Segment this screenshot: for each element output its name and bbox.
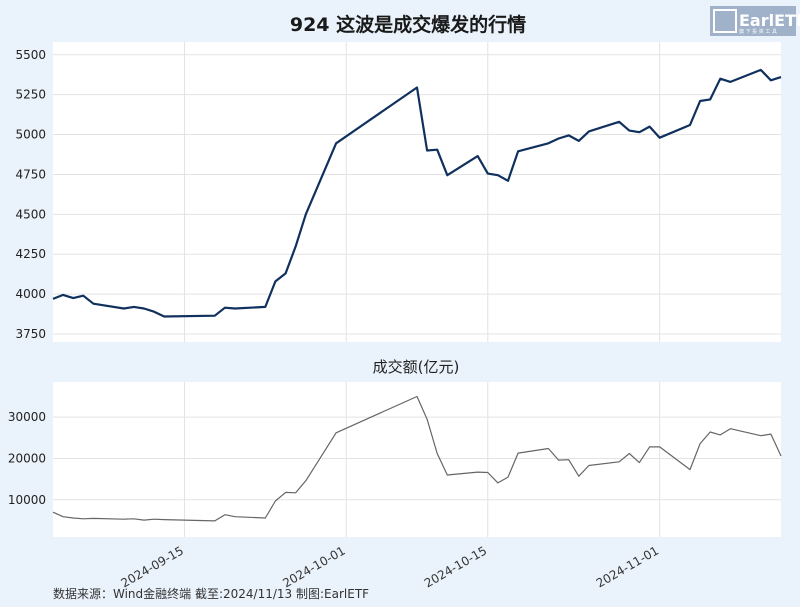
data-source-footer: 数据来源：Wind金融终端 截至:2024/11/13 制图:EarlETF (53, 586, 369, 601)
volume-plot-area (53, 382, 781, 537)
price-series-line (52, 68, 782, 318)
logo-mark-icon (713, 9, 737, 33)
volume-subtitle: 成交额(亿元) (373, 358, 460, 376)
x-tick-label: 2024-09-15 (119, 543, 186, 590)
volume-y-tick-label: 30000 (8, 410, 46, 424)
price-panel: 3750 4000 4250 4500 4750 5000 5250 5500 (15, 42, 782, 342)
price-y-tick-label: 3750 (15, 327, 46, 341)
price-y-tick-label: 4000 (15, 287, 46, 301)
price-y-tick-label: 4500 (15, 207, 46, 221)
price-y-tick-label: 5000 (15, 128, 46, 142)
logo-text: EarlETF (739, 11, 800, 30)
volume-y-tick-label: 20000 (8, 451, 46, 465)
price-y-tick-label: 4750 (15, 167, 46, 181)
chart-title: 924 这波是成交爆发的行情 (290, 13, 526, 36)
price-y-tick-label: 4250 (15, 247, 46, 261)
x-tick-label: 2024-11-01 (594, 543, 661, 590)
volume-y-tick-label: 10000 (8, 493, 46, 507)
logo-subtext: 旗 下 投 资 工 具 (739, 28, 777, 35)
x-tick-label: 2024-10-15 (422, 543, 489, 590)
earletf-logo: EarlETF 旗 下 投 资 工 具 (710, 6, 800, 36)
x-tick-label: 2024-10-01 (280, 543, 347, 590)
price-y-tick-label: 5500 (15, 48, 46, 62)
price-y-tick-label: 5250 (15, 88, 46, 102)
volume-series-line (52, 395, 782, 522)
volume-panel: 10000 20000 30000 2024-09-15 2024-10-01 2024… (8, 382, 782, 590)
